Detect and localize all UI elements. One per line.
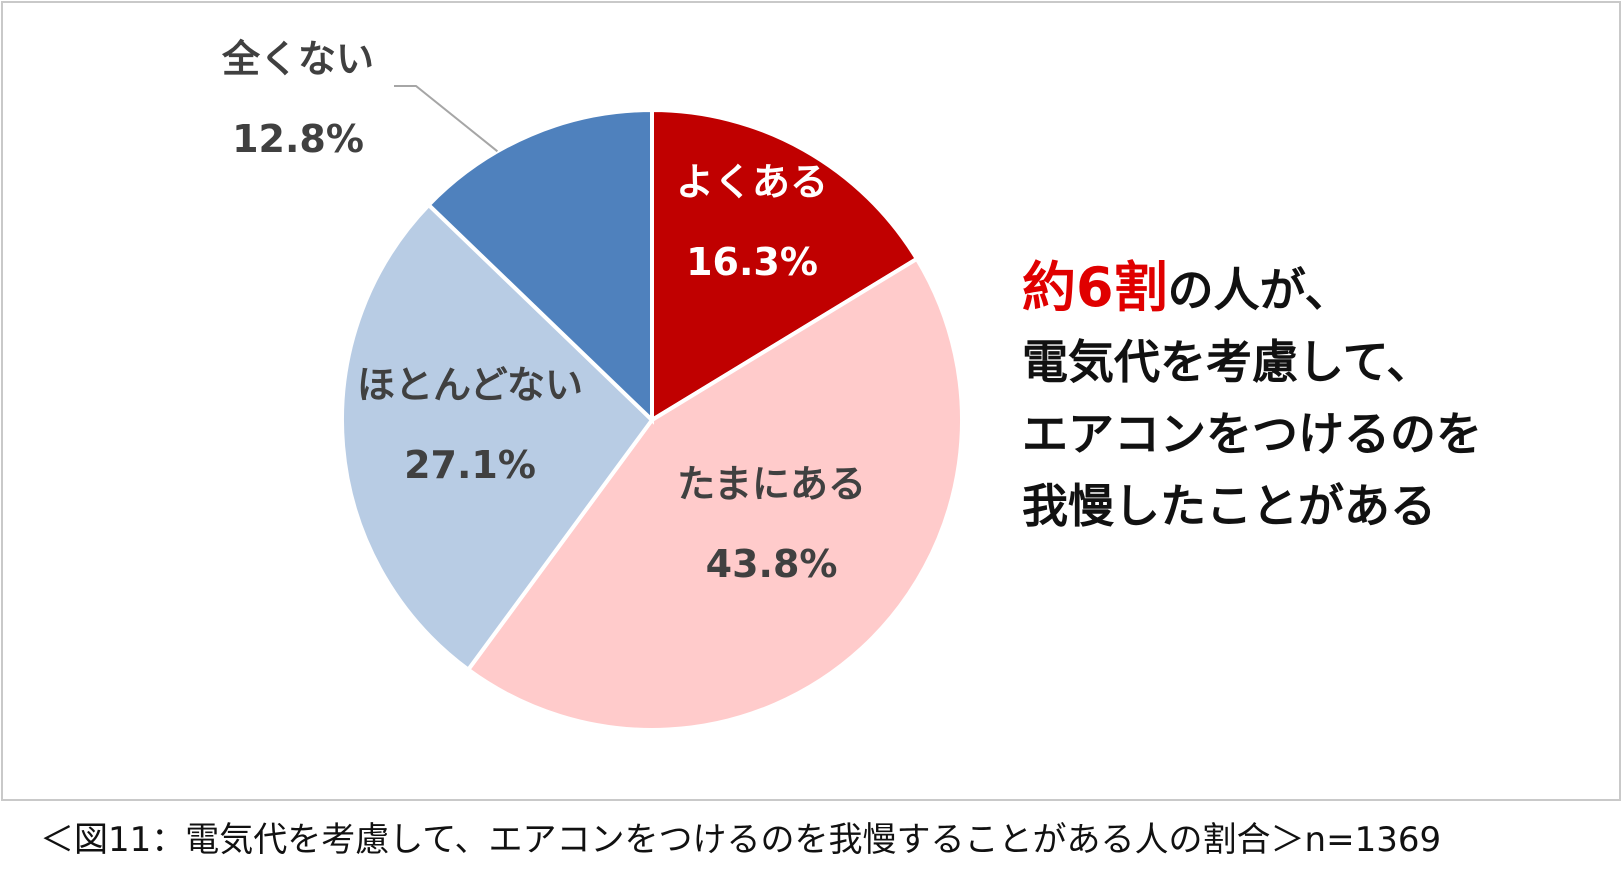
- slice-value-label: 27.1%: [404, 443, 536, 487]
- pie-slice: [340, 202, 655, 673]
- callout-line-1: 約6割の人が、: [1022, 252, 1482, 326]
- figure-caption: ＜図11：電気代を考慮して、エアコンをつけるのを我慢することがある人の割合＞n=…: [40, 820, 1442, 860]
- pie-slice: [425, 107, 654, 425]
- slice-category-label: 全くない: [221, 37, 374, 81]
- pie-slice: [650, 107, 920, 424]
- callout-line-1-rest: の人が、: [1167, 263, 1351, 317]
- slice-category-label: よくある: [676, 160, 828, 204]
- callout-highlight: 約6割: [1022, 256, 1168, 319]
- callout-text: 約6割の人が、 電気代を考慮して、 エアコンをつけるのを 我慢したことがある: [1022, 252, 1482, 542]
- leader-line: [394, 85, 499, 153]
- slice-category-label: ほとんどない: [357, 363, 583, 407]
- slice-category-label: たまにある: [677, 462, 866, 506]
- callout-line-4: 我慢したことがある: [1022, 479, 1436, 533]
- slice-value-label: 12.8%: [232, 117, 364, 161]
- slice-value-label: 16.3%: [686, 240, 818, 284]
- pie-slice: [465, 256, 964, 732]
- callout-line-2: 電気代を考慮して、: [1022, 335, 1433, 389]
- callout-line-3: エアコンをつけるのを: [1022, 407, 1482, 461]
- slice-value-label: 43.8%: [706, 542, 838, 586]
